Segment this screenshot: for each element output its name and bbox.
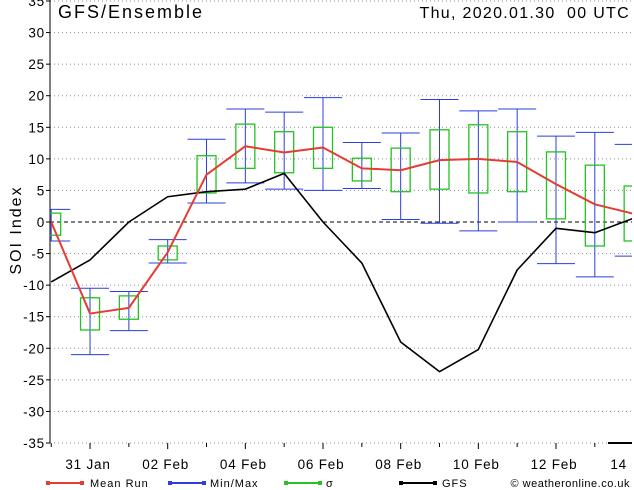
chart-subtitle: Thu, 2020.01.30 00 UTC [420, 5, 630, 22]
y-tick-label: 0 [37, 215, 45, 230]
x-tick-label: 10 Feb [453, 457, 500, 472]
x-tick-label: 14 [610, 457, 627, 472]
legend-marker [80, 481, 84, 485]
y-axis-ticks: 35 30 25 20 15 10 5 0 -5 -10 -15 -20 -25 -30 -35 [23, 0, 50, 451]
legend-marker [318, 481, 322, 485]
y-tick-label: -10 [23, 278, 45, 293]
y-tick-label: 10 [28, 152, 45, 167]
y-tick-label: 25 [28, 57, 45, 72]
x-axis-ticks: 31 Jan 02 Feb 04 Feb 06 Feb 08 Feb 10 Feb 12 F… [50, 443, 627, 472]
x-tick-label: 04 Feb [220, 457, 267, 472]
mean-run-line [50, 145, 632, 315]
sigma-box [584, 164, 605, 247]
legend-item-gfs: GFS [399, 478, 468, 490]
legend-marker [433, 481, 437, 485]
sigma-box [545, 151, 567, 220]
y-tick-label: 5 [37, 183, 45, 198]
sigma-box [623, 185, 632, 242]
legend-label-gfs: GFS [442, 478, 468, 490]
legend-marker [168, 481, 172, 485]
legend-item-mean-run: Mean Run [46, 478, 149, 490]
legend-item-min-max: Min/Max [168, 478, 259, 490]
ensemble-day [420, 99, 459, 224]
legend-label-min-max: Min/Max [210, 478, 259, 490]
x-tick-label: 06 Feb [298, 457, 345, 472]
y-tick-label: -25 [23, 373, 45, 388]
ensemble-day [614, 143, 632, 257]
x-tick-label: 02 Feb [142, 457, 189, 472]
ensemble-day [71, 287, 110, 356]
y-tick-label: 35 [28, 0, 45, 9]
y-tick-label: 15 [28, 120, 45, 135]
ensemble-day [50, 208, 71, 242]
sigma-box [79, 297, 101, 331]
y-tick-label: -30 [23, 404, 45, 419]
legend-marker [46, 481, 50, 485]
y-tick-label: -5 [31, 247, 45, 262]
sigma-box [157, 245, 178, 261]
legend-marker [284, 481, 288, 485]
legend-label-mean-run: Mean Run [90, 478, 149, 490]
y-tick-label: -15 [23, 310, 45, 325]
x-tick-label: 08 Feb [375, 457, 422, 472]
legend-label-sigma: σ [326, 478, 334, 490]
chart-title: GFS/Ensemble [58, 2, 204, 22]
gfs-line [50, 172, 632, 373]
legend: Mean Run Min/Max σ GFS © weatheronline.c… [46, 478, 630, 490]
legend-item-sigma: σ [284, 478, 334, 490]
credit-link[interactable]: © weatheronline.co.uk [510, 478, 630, 490]
x-tick-label: 31 Jan [65, 457, 110, 472]
y-tick-label: -20 [23, 341, 45, 356]
sigma-box [118, 295, 140, 320]
y-axis-label: SOI Index [8, 185, 25, 274]
legend-marker [399, 481, 403, 485]
y-tick-label: 30 [28, 26, 45, 41]
plot-area [50, 97, 632, 373]
sigma-box [50, 212, 62, 236]
x-tick-label: 12 Feb [531, 457, 578, 472]
legend-marker [202, 481, 206, 485]
sigma-box [235, 123, 256, 169]
ensemble-day [536, 135, 575, 265]
y-tick-label: -35 [23, 436, 45, 451]
y-tick-label: 20 [28, 89, 45, 104]
sigma-box [196, 155, 217, 194]
